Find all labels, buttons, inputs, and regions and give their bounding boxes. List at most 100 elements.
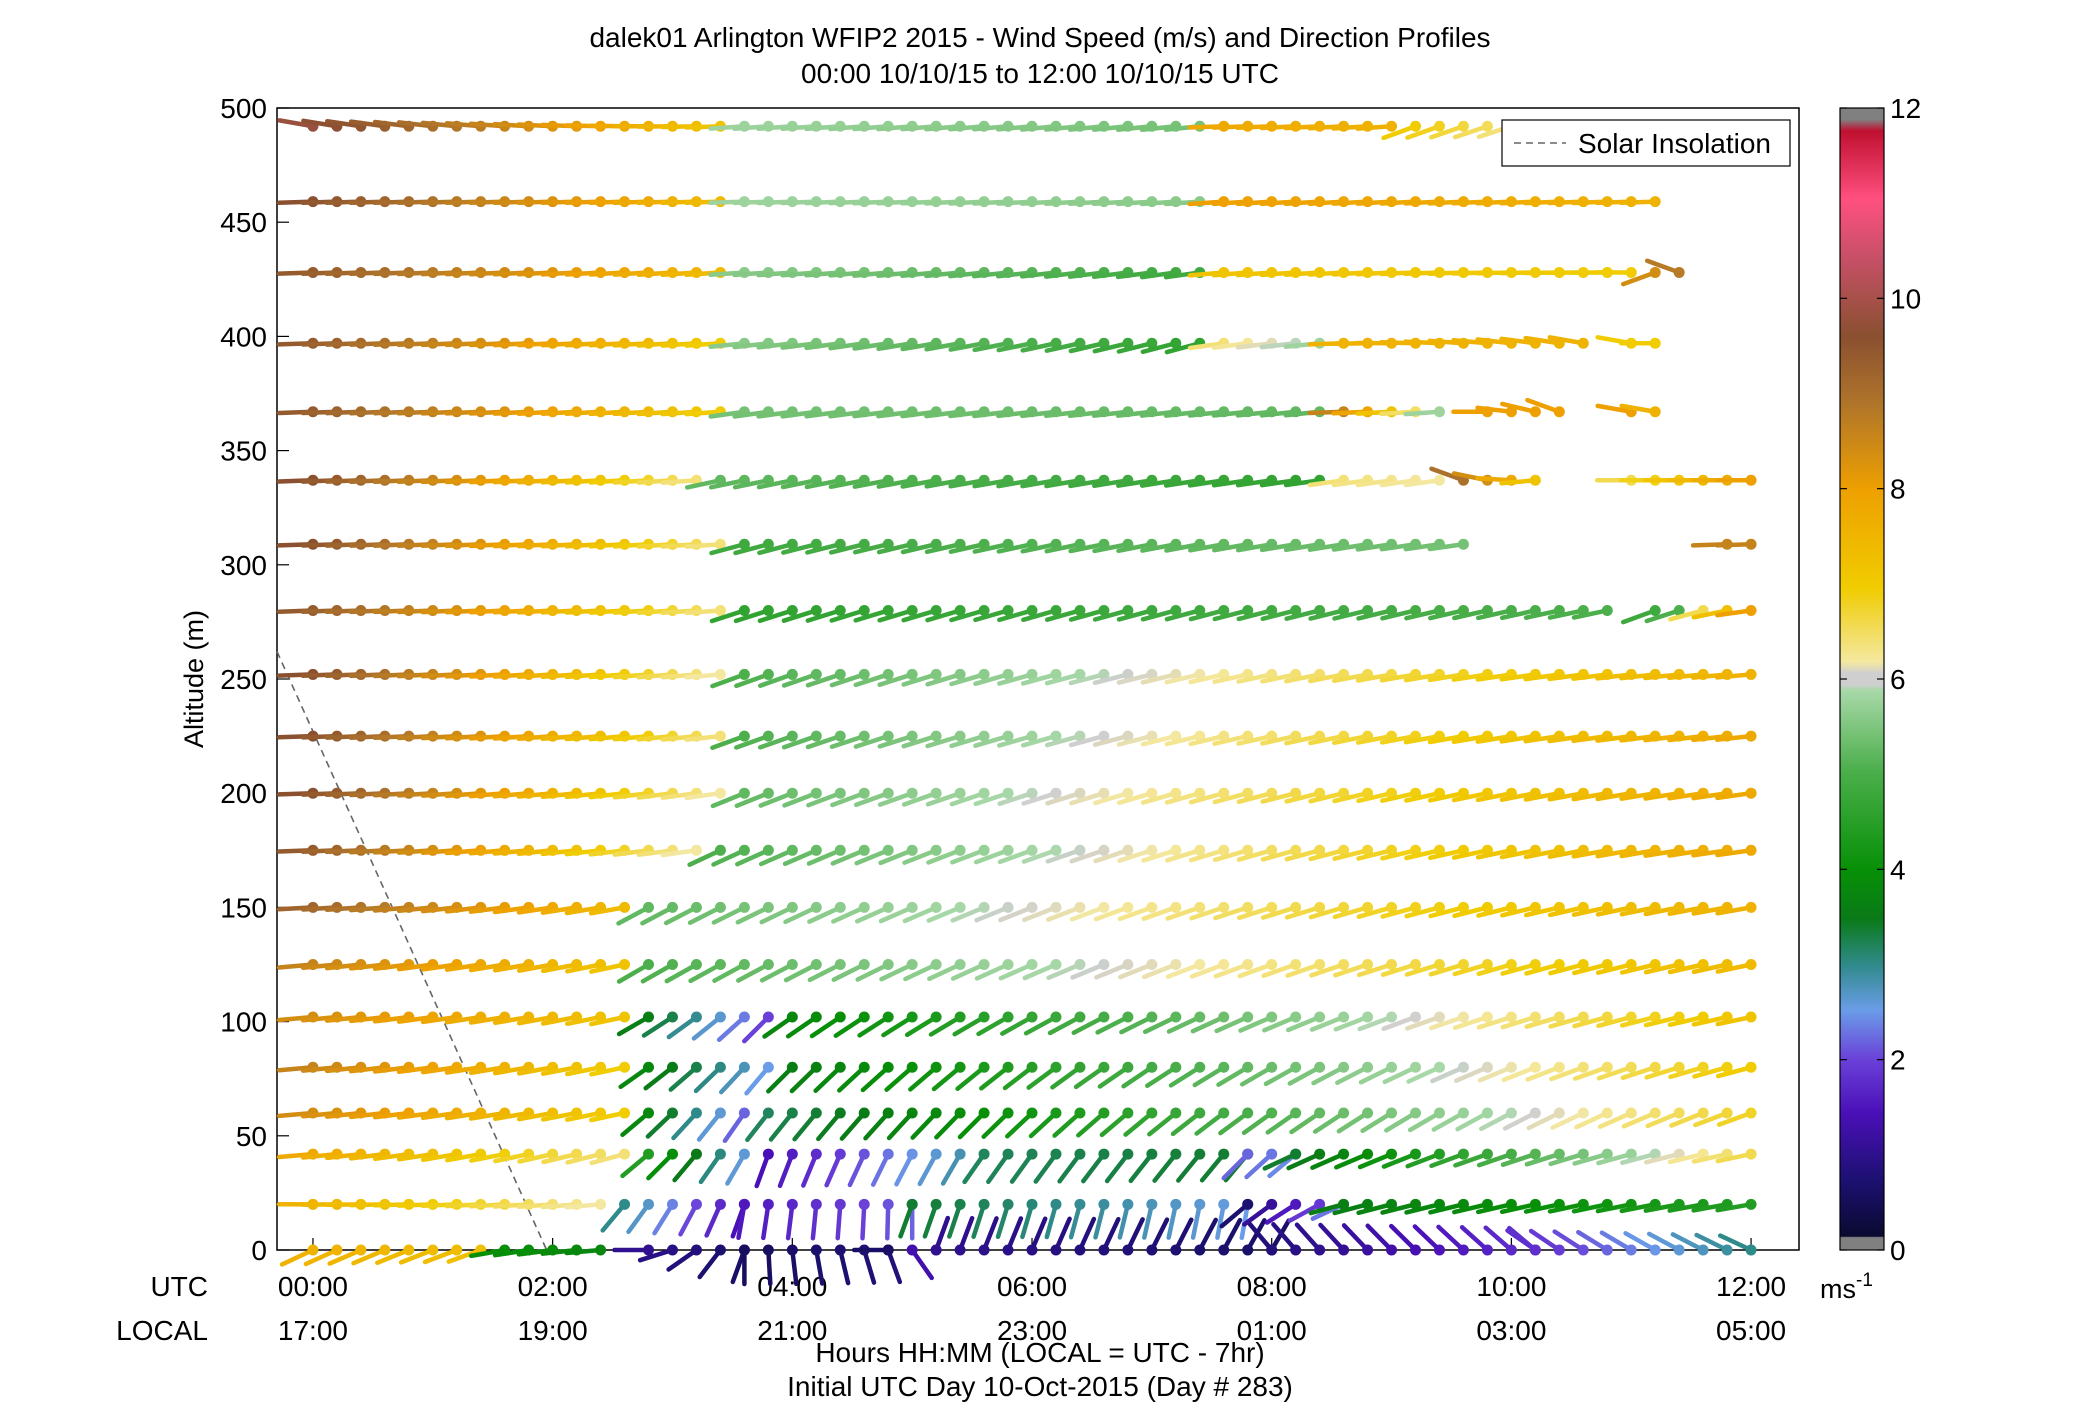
wind-barb-stem <box>1244 1151 1274 1180</box>
wind-barb-stem <box>1235 541 1274 553</box>
wind-barb-stem <box>1547 733 1586 744</box>
wind-barb-stem <box>924 341 963 352</box>
wind-barb-point <box>1146 1107 1158 1119</box>
wind-barb-point <box>1122 1148 1134 1160</box>
wind-barb-stem <box>790 1247 799 1287</box>
wind-barb-stem <box>1262 1151 1298 1171</box>
wind-barb-stem <box>540 1110 579 1122</box>
wind-barb-stem <box>1192 1065 1227 1088</box>
y-tick-label: 100 <box>220 1007 267 1038</box>
wind-barb-point <box>1098 1011 1110 1023</box>
wind-barb-stem <box>1140 341 1179 355</box>
wind-barb-point <box>1481 1011 1493 1023</box>
wind-barb-stem <box>1307 478 1346 488</box>
wind-barb-stem <box>1152 1151 1179 1183</box>
wind-barb-stem <box>492 848 531 856</box>
wind-barb-point <box>762 538 774 550</box>
wind-barb-point <box>810 1011 822 1023</box>
wind-barb-stem <box>1404 790 1442 803</box>
wind-barb-stem <box>780 478 819 490</box>
wind-barb-stem <box>1271 1222 1298 1253</box>
wind-barb-point <box>1314 1061 1326 1073</box>
wind-barb-point <box>619 1061 631 1073</box>
wind-barb-stem <box>877 733 915 749</box>
wind-barb-stem <box>828 409 867 419</box>
wind-barb-stem <box>898 1202 915 1239</box>
wind-barb-stem <box>1715 1014 1754 1027</box>
wind-barb-point <box>810 604 822 616</box>
wind-barb-point <box>1553 406 1565 418</box>
wind-barb-point <box>1194 604 1206 616</box>
wind-barb-stem <box>684 478 723 490</box>
wind-barb-point <box>954 1148 966 1160</box>
wind-barb-point <box>1074 668 1086 680</box>
wind-barb-stem <box>733 608 771 624</box>
wind-barb-point <box>810 844 822 856</box>
wind-barb-stem <box>1020 541 1059 554</box>
wind-barb-point <box>1529 1148 1541 1160</box>
wind-barb-point <box>1649 1061 1661 1073</box>
wind-barb-point <box>1481 959 1493 970</box>
wind-barb-stem <box>1619 1014 1658 1028</box>
wind-barb-point <box>714 668 726 680</box>
wind-barb-point <box>1338 1011 1350 1023</box>
wind-barb-stem <box>1073 1065 1107 1090</box>
wind-barb-stem <box>1259 478 1298 488</box>
wind-barb-stem <box>1429 1014 1466 1031</box>
wind-barb-point <box>978 1011 990 1023</box>
wind-barb-stem <box>325 118 364 129</box>
wind-barb-point <box>1194 787 1206 799</box>
wind-barb-stem <box>754 1151 771 1189</box>
wind-barb-stem <box>1164 541 1203 553</box>
wind-barb-stem <box>636 790 675 800</box>
wind-barb-stem <box>687 905 723 925</box>
wind-barb-point <box>714 1148 726 1160</box>
wind-barb-point <box>1529 1107 1541 1119</box>
wind-barb-stem <box>1020 672 1059 686</box>
wind-barb-stem <box>997 608 1035 623</box>
wind-barb-point <box>786 668 798 680</box>
wind-barb-stem <box>1019 124 1059 132</box>
wind-barb-stem <box>900 341 939 352</box>
wind-barb-stem <box>1475 790 1514 803</box>
wind-barb-point <box>1122 1244 1134 1256</box>
wind-barb-stem <box>1218 1110 1250 1136</box>
wind-barb-stem <box>1403 733 1442 745</box>
wind-barb-stem <box>1694 1232 1730 1253</box>
wind-barb-stem <box>1691 905 1730 916</box>
wind-barb-stem <box>928 1014 963 1037</box>
wind-barb-stem <box>1595 790 1634 802</box>
wind-barb-stem <box>736 962 771 983</box>
wind-barb-point <box>930 901 942 913</box>
wind-barb-stem <box>1452 962 1490 977</box>
wind-barb-stem <box>948 478 987 489</box>
wind-barb-stem <box>492 962 531 973</box>
wind-barb-point <box>978 1107 990 1119</box>
wind-barb-point <box>1481 1061 1493 1073</box>
wind-barb-stem <box>517 1151 555 1164</box>
wind-barb-point <box>1146 901 1158 913</box>
wind-barb-stem <box>1140 672 1179 685</box>
wind-barb-point <box>1026 604 1038 616</box>
wind-barb-stem <box>1476 1151 1514 1168</box>
wind-barb-point <box>810 668 822 680</box>
wind-barb-point <box>1745 1107 1757 1119</box>
wind-barb-point <box>954 959 966 970</box>
wind-barb-point <box>1098 1148 1110 1160</box>
wind-barb-stem <box>1125 1217 1145 1253</box>
wind-barb-stem <box>1068 672 1107 686</box>
wind-barb-stem <box>1260 905 1298 920</box>
wind-barb-stem <box>1502 1110 1538 1131</box>
wind-barb-stem <box>708 409 747 419</box>
wind-barb-point <box>1266 1148 1278 1160</box>
wind-barb-stem <box>708 341 747 350</box>
wind-barb-point <box>1146 604 1158 616</box>
wind-barb-point <box>1362 901 1374 913</box>
wind-barb-stem <box>1547 672 1586 682</box>
wind-barb-point <box>1386 959 1398 970</box>
wind-barb-point <box>978 1061 990 1073</box>
wind-barb-point <box>1314 1148 1326 1160</box>
wind-barb-point <box>666 959 678 970</box>
wind-barb-stem <box>708 478 747 490</box>
wind-barb-stem <box>1164 608 1203 622</box>
